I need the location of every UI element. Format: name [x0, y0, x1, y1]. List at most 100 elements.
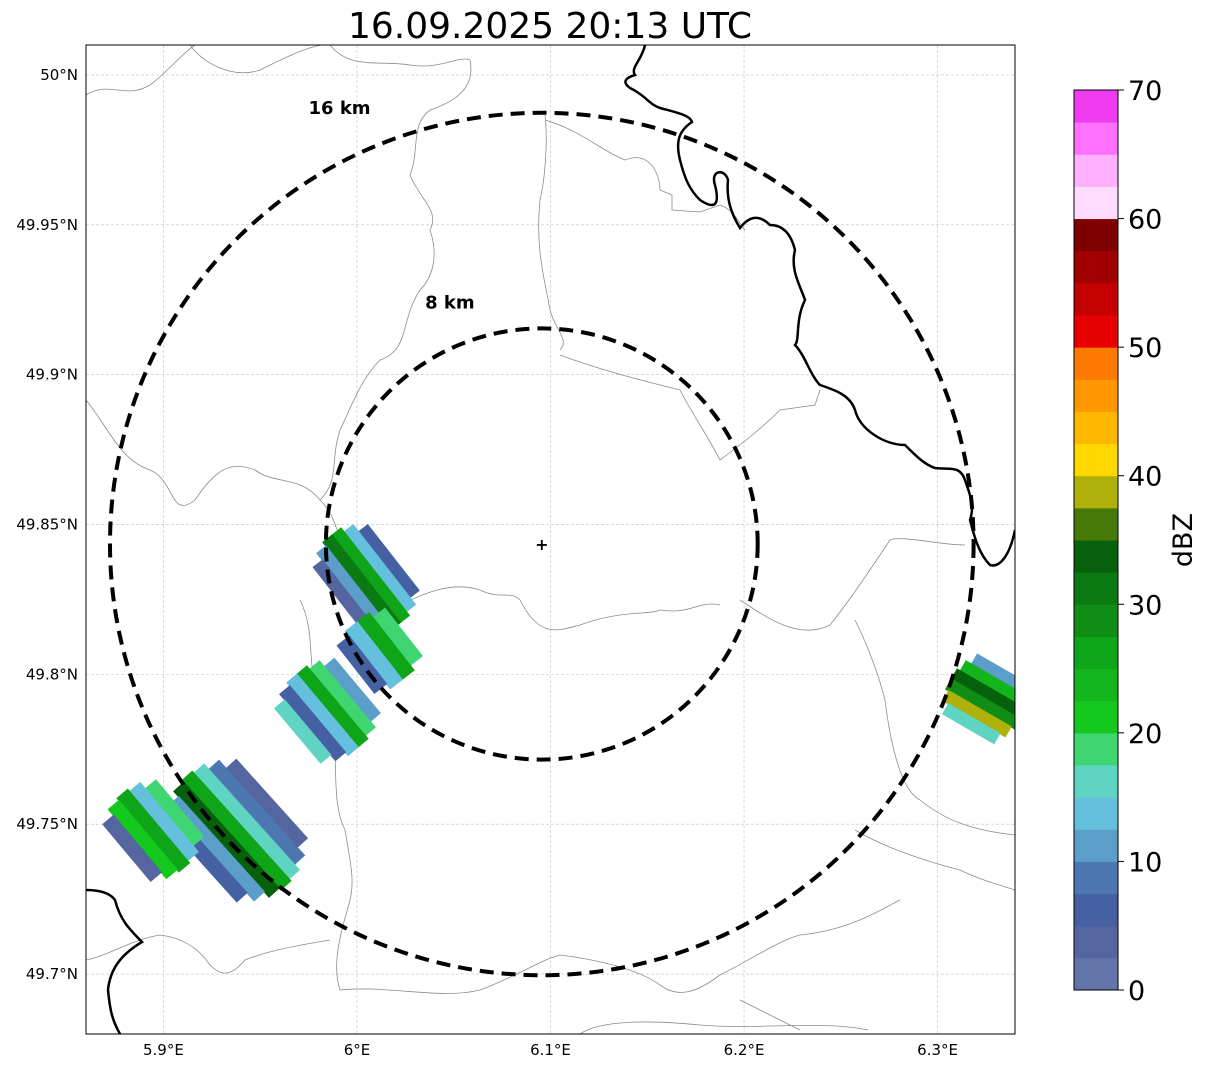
- reflectivity-echoes: [102, 523, 1015, 903]
- colorbar-segment: [1074, 507, 1118, 541]
- colorbar-segment: [1074, 829, 1118, 862]
- map-frame: [85, 44, 1016, 1035]
- colorbar-segment: [1074, 379, 1118, 412]
- admin-boundary: [854, 619, 1015, 836]
- colorbar-segment: [1074, 315, 1118, 348]
- colorbar-tick-label: 40: [1128, 462, 1162, 493]
- colorbar-segment: [1074, 218, 1118, 252]
- colorbar-segment: [1074, 443, 1118, 477]
- echo-cell: [102, 814, 163, 882]
- admin-boundary: [389, 586, 721, 631]
- echo-cell: [356, 611, 415, 681]
- admin-boundary: [579, 1021, 869, 1034]
- lat-tick-label: 49.9°N: [26, 366, 78, 384]
- echo-cell: [116, 788, 191, 873]
- range-rings: +: [107, 110, 976, 978]
- colorbar-frame: [1073, 89, 1119, 991]
- admin-boundary: [854, 829, 1015, 891]
- country-borders: [86, 45, 1015, 1034]
- echo-cell: [225, 758, 309, 849]
- admin-boundary: [86, 934, 331, 974]
- colorbar-segment: [1074, 475, 1118, 509]
- colorbar-segment: [1074, 636, 1118, 670]
- admin-boundary: [299, 599, 901, 994]
- range-ring-label: 8 km: [425, 293, 475, 314]
- echo-cell: [274, 699, 332, 764]
- map-area: +: [86, 45, 1015, 1034]
- range-ring: [323, 326, 760, 762]
- range-ring-labels: 8 km 16 km: [309, 98, 475, 314]
- echo-cell: [296, 665, 369, 748]
- echo-cell: [308, 660, 376, 737]
- colorbar-segment: [1074, 765, 1118, 798]
- colorbar-segment: [1074, 893, 1118, 927]
- municipal-boundaries: [86, 45, 1015, 1034]
- colorbar-label: dBZ: [1168, 513, 1199, 567]
- colorbar-segment: [1074, 925, 1118, 959]
- echo-cell: [144, 779, 205, 847]
- admin-boundary: [739, 538, 966, 631]
- lon-tick-label: 6°E: [344, 1041, 371, 1059]
- echo-cell: [193, 763, 301, 880]
- colorbar-segment: [1074, 700, 1118, 734]
- echo-cell: [942, 690, 1012, 738]
- lat-tick-label: 49.85°N: [16, 516, 78, 534]
- echo-cell: [323, 657, 381, 723]
- echo-cell: [331, 527, 411, 624]
- echo-cluster: [274, 657, 381, 764]
- lat-tick-label: 49.75°N: [16, 815, 78, 833]
- radar-site-marker: +: [535, 535, 548, 554]
- echo-cell: [286, 673, 359, 757]
- colorbar-segment: [1074, 90, 1118, 123]
- lat-tick-label: 49.95°N: [16, 216, 78, 234]
- colorbar-segment: [1074, 540, 1118, 573]
- colorbar-tick-label: 70: [1128, 76, 1162, 107]
- lon-tick-label: 6.3°E: [917, 1041, 958, 1059]
- echo-cell: [344, 621, 403, 690]
- colorbar-segment: [1074, 572, 1118, 605]
- country-border: [624, 45, 1015, 567]
- lon-tick-label: 6.2°E: [724, 1041, 765, 1059]
- lat-tick-label: 50°N: [40, 66, 78, 84]
- colorbar-tick-label: 0: [1128, 976, 1145, 1007]
- lat-tick-label: 49.8°N: [26, 665, 78, 683]
- echo-cell: [322, 534, 402, 631]
- colorbar-tick-label: 50: [1128, 333, 1162, 364]
- admin-boundary: [538, 114, 564, 351]
- colorbar-tick-label: 30: [1128, 590, 1162, 621]
- colorbar-segment: [1074, 411, 1118, 445]
- lon-tick-label: 5.9°E: [143, 1041, 184, 1059]
- echo-cell: [372, 607, 423, 667]
- figure-title: 16.09.2025 20:13 UTC: [348, 6, 752, 47]
- admin-boundary: [739, 999, 801, 1031]
- colorbar-segment: [1074, 250, 1118, 284]
- colorbar-segment: [1074, 347, 1118, 380]
- echo-cell: [316, 545, 390, 634]
- echo-cell: [208, 759, 306, 866]
- colorbar-segment: [1074, 732, 1118, 766]
- echo-cell: [941, 703, 1001, 745]
- colorbar-segment: [1074, 797, 1118, 830]
- colorbar-tick-label: 20: [1128, 719, 1162, 750]
- echo-cell: [173, 781, 280, 898]
- echo-cell: [128, 781, 199, 862]
- echo-cell: [959, 660, 1015, 708]
- colorbar-segment: [1074, 282, 1118, 316]
- admin-boundary: [86, 399, 351, 546]
- echo-cell: [343, 524, 417, 613]
- echo-cluster: [941, 653, 1015, 745]
- colorbar-segment: [1074, 668, 1118, 702]
- echo-cell: [950, 668, 1015, 720]
- echo-cell: [357, 523, 420, 599]
- echo-cluster: [312, 523, 420, 634]
- colorbar: 0 10 20 30 40 50 60 70: [1073, 76, 1162, 1007]
- colorbar-segment: [1074, 861, 1118, 895]
- echo-cell: [181, 770, 292, 891]
- range-ring: [107, 110, 976, 978]
- colorbar-segment: [1074, 957, 1118, 991]
- echo-cell: [279, 685, 347, 762]
- longitude-tick-labels: 5.9°E 6°E 6.1°E 6.2°E 6.3°E: [143, 1041, 958, 1059]
- colorbar-tick-label: 60: [1128, 205, 1162, 236]
- admin-boundary: [559, 354, 821, 461]
